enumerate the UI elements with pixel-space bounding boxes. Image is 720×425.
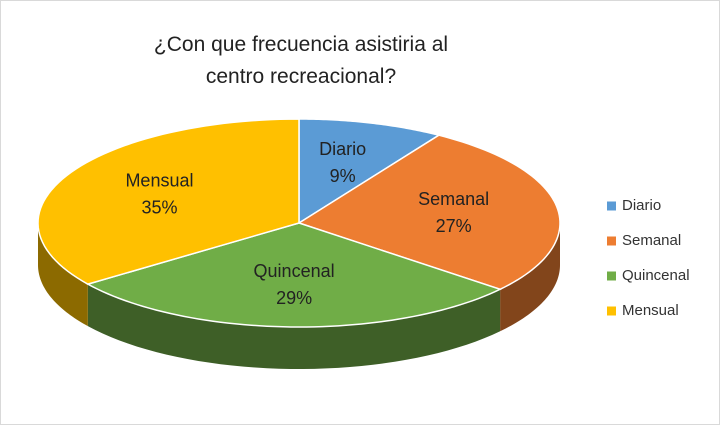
slice (298, 118, 441, 225)
data-label-value: 35% (141, 197, 177, 217)
data-label-value: 9% (330, 166, 356, 186)
legend-label: Semanal (622, 232, 681, 249)
legend-swatch (607, 306, 616, 316)
slice (37, 118, 300, 285)
legend-label: Diario (622, 197, 661, 214)
data-label-name: Diario (319, 139, 366, 159)
legend-label: Quincenal (622, 267, 690, 284)
data-label-value: 27% (436, 216, 472, 236)
data-label-name: Mensual (125, 170, 193, 190)
legend-swatch (607, 201, 616, 211)
slice (85, 222, 503, 328)
data-label-name: Semanal (418, 189, 489, 209)
slice-side (38, 223, 88, 327)
legend-label: Mensual (622, 302, 679, 319)
slice (297, 134, 561, 291)
data-label-name: Quincenal (254, 261, 335, 281)
legend-swatch (607, 236, 616, 246)
chart-title: ¿Con que frecuencia asistiria al centro … (153, 33, 449, 88)
slice-side (87, 284, 501, 369)
slice-side (500, 223, 560, 332)
legend-swatch (607, 271, 616, 281)
data-label-value: 29% (276, 288, 312, 308)
